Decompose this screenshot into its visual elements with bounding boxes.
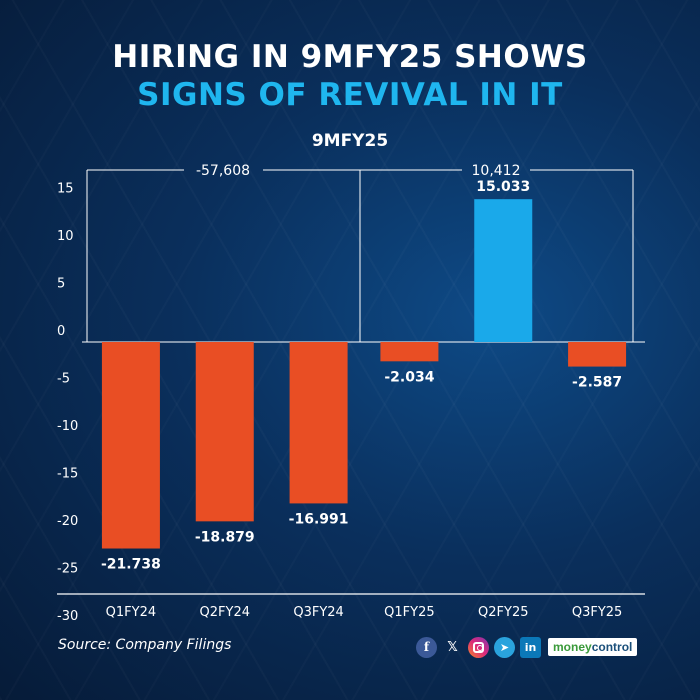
chart-title: HIRING IN 9MFY25 SHOWS SIGNS OF REVIVAL … [0,38,700,114]
x-tick-label: Q3FY25 [572,605,622,620]
brand-part-1: money [553,640,592,654]
title-line-1: HIRING IN 9MFY25 SHOWS [112,39,588,75]
linkedin-icon[interactable]: in [520,636,541,658]
bar-q1fy24 [101,342,160,549]
y-tick-label: 0 [57,324,65,339]
y-tick-label: 15 [57,182,74,197]
bar-q3fy25 [568,342,627,367]
bar-value-label: -2.587 [572,375,622,391]
bar-value-label: -16.991 [289,511,349,527]
telegram-icon[interactable]: ➤ [494,636,515,658]
bar-value-label: -18.879 [195,529,255,545]
brand-part-2: control [591,640,633,654]
x-tick-label: Q1FY25 [384,605,434,620]
bar-value-label: 15.033 [476,179,530,195]
y-tick-label: -10 [57,419,78,434]
bar-q1fy25 [380,342,439,362]
y-tick-label: -30 [57,609,78,624]
source-note: Source: Company Filings [58,637,232,653]
x-tick-label: Q3FY24 [293,605,343,620]
bar-value-label: -21.738 [101,557,161,573]
moneycontrol-logo: moneycontrol [548,638,638,656]
x-icon[interactable]: 𝕏 [447,639,458,655]
y-tick-label: 10 [57,229,74,244]
x-tick-label: Q2FY25 [478,605,528,620]
bar-q3fy24 [289,342,348,504]
y-tick-label: -5 [57,372,70,387]
y-tick-label: -15 [57,467,78,482]
facebook-icon[interactable]: f [416,636,437,658]
bar-value-label: -2.034 [384,369,434,385]
instagram-icon[interactable] [468,636,489,658]
x-tick-label: Q1FY24 [106,605,156,620]
title-line-2: SIGNS OF REVIVAL IN IT [137,77,563,113]
bar-q2fy25 [474,199,533,342]
chart-subtitle: 9MFY25 [311,131,389,151]
social-links: f 𝕏 ➤ in moneycontrol [416,636,638,658]
y-tick-label: 5 [57,277,65,292]
y-tick-label: -20 [57,514,78,529]
group-2-total: 10,412 [472,163,521,179]
group-1-total: -57,608 [196,163,250,179]
bar-q2fy24 [195,342,254,522]
y-tick-label: -25 [57,562,78,577]
x-tick-label: Q2FY24 [200,605,250,620]
